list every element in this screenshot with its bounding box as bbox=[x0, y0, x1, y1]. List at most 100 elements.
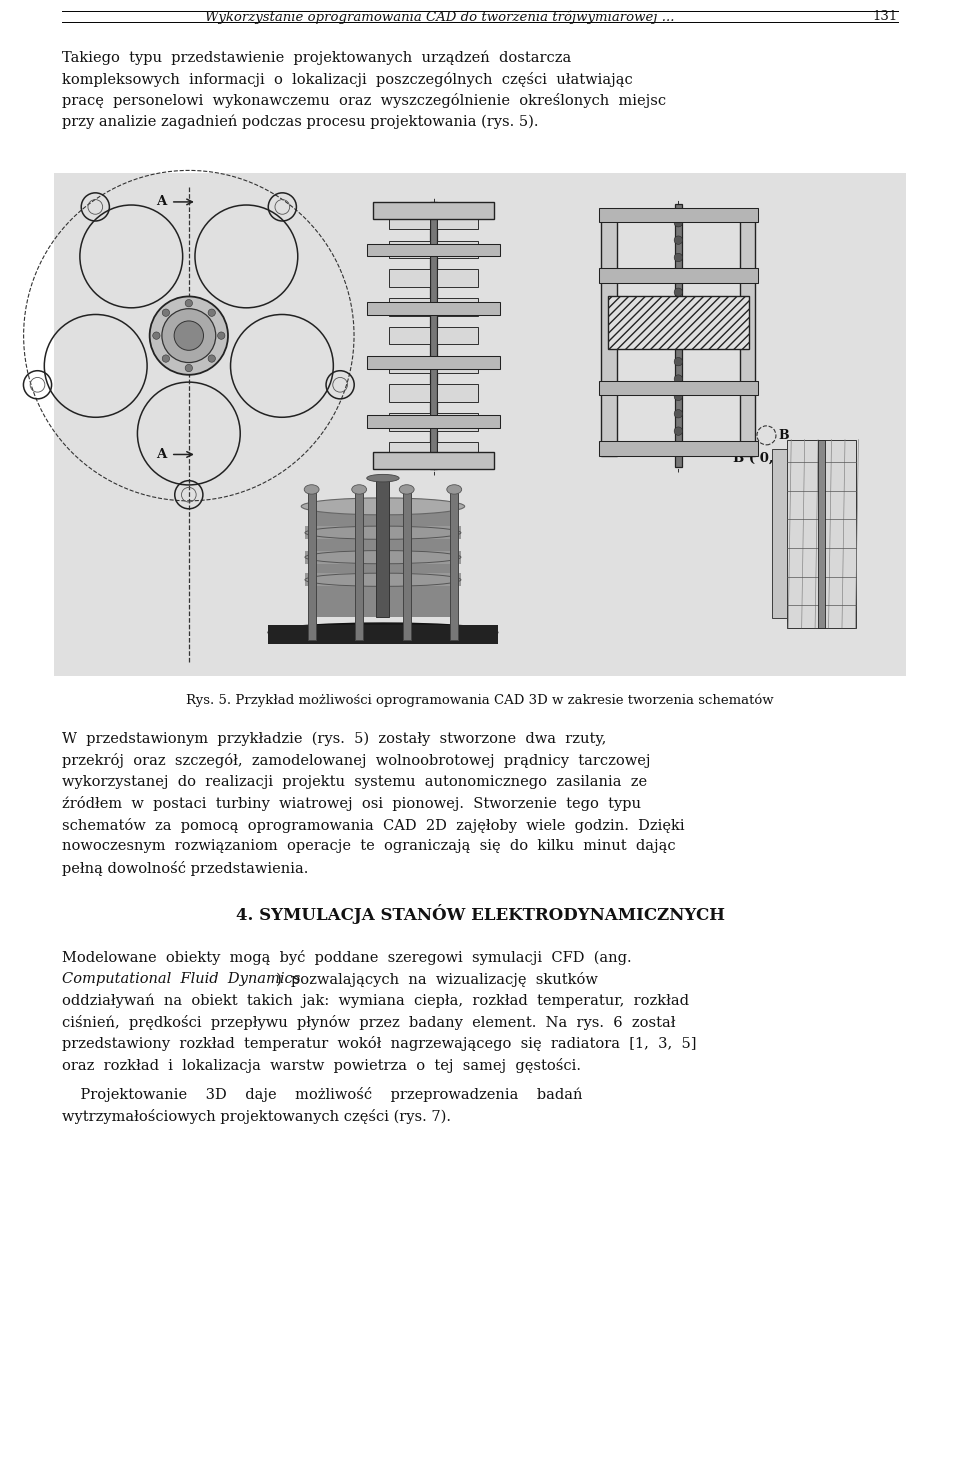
Circle shape bbox=[674, 235, 683, 244]
Bar bbox=[390, 241, 430, 258]
Bar bbox=[309, 505, 457, 617]
Circle shape bbox=[153, 332, 160, 339]
Bar bbox=[675, 204, 682, 466]
Bar bbox=[599, 268, 757, 283]
Circle shape bbox=[208, 355, 215, 363]
Bar bbox=[599, 207, 757, 222]
Text: pełną dowolność przedstawienia.: pełną dowolność przedstawienia. bbox=[62, 861, 308, 876]
Text: Modelowane  obiekty  mogą  być  poddane  szeregowi  symulacji  CFD  (ang.: Modelowane obiekty mogą być poddane szer… bbox=[62, 950, 632, 965]
Bar bbox=[368, 414, 500, 428]
Bar bbox=[390, 212, 430, 229]
Text: wytrzymałościowych projektowanych części (rys. 7).: wytrzymałościowych projektowanych części… bbox=[62, 1109, 451, 1123]
Circle shape bbox=[162, 309, 170, 317]
Text: Rys. 5. Przykład możliwości oprogramowania CAD 3D w zakresie tworzenia schematów: Rys. 5. Przykład możliwości oprogramowan… bbox=[186, 694, 774, 707]
Bar bbox=[307, 490, 316, 639]
Text: ciśnień,  prędkości  przepływu  płynów  przez  badany  element.  Na  rys.  6  zo: ciśnień, prędkości przepływu płynów prze… bbox=[62, 1015, 676, 1030]
Text: A: A bbox=[156, 448, 167, 460]
Circle shape bbox=[674, 374, 683, 383]
Bar bbox=[368, 357, 500, 369]
Bar bbox=[438, 385, 478, 401]
Circle shape bbox=[674, 305, 683, 314]
Bar bbox=[376, 477, 390, 617]
Bar bbox=[438, 212, 478, 229]
Circle shape bbox=[162, 355, 170, 363]
Bar bbox=[305, 525, 461, 539]
Circle shape bbox=[150, 296, 228, 374]
Text: pracę  personelowi  wykonawczemu  oraz  wyszczególnienie  określonych  miejsc: pracę personelowi wykonawczemu oraz wysz… bbox=[62, 93, 666, 108]
Text: oddziaływań  na  obiekt  takich  jak:  wymiana  ciepła,  rozkład  temperatur,  r: oddziaływań na obiekt takich jak: wymian… bbox=[62, 993, 689, 1008]
Bar bbox=[438, 297, 478, 315]
Bar bbox=[54, 173, 906, 676]
Text: kompleksowych  informacji  o  lokalizacji  poszczególnych  części  ułatwiając: kompleksowych informacji o lokalizacji p… bbox=[62, 71, 633, 86]
Ellipse shape bbox=[367, 475, 399, 482]
Text: przy analizie zagadnień podczas procesu projektowania (rys. 5).: przy analizie zagadnień podczas procesu … bbox=[62, 114, 539, 129]
Bar bbox=[402, 490, 411, 639]
Text: Takiego  typu  przedstawienie  projektowanych  urządzeń  dostarcza: Takiego typu przedstawienie projektowany… bbox=[62, 50, 571, 65]
Text: A: A bbox=[156, 195, 167, 209]
Bar bbox=[390, 327, 430, 345]
Text: B: B bbox=[778, 429, 788, 443]
Text: oraz  rozkład  i  lokalizacja  warstw  powietrza  o  tej  samej  gęstości.: oraz rozkład i lokalizacja warstw powiet… bbox=[62, 1058, 581, 1073]
Bar bbox=[355, 490, 363, 639]
Ellipse shape bbox=[399, 485, 414, 494]
Circle shape bbox=[218, 332, 225, 339]
Circle shape bbox=[208, 309, 215, 317]
Text: Projektowanie    3D    daje    możliwość    przeprowadzenia    badań: Projektowanie 3D daje możliwość przeprow… bbox=[62, 1088, 583, 1103]
Circle shape bbox=[674, 426, 683, 435]
Bar bbox=[601, 215, 617, 456]
Bar bbox=[608, 296, 749, 349]
Ellipse shape bbox=[268, 623, 497, 642]
Bar bbox=[390, 413, 430, 431]
Circle shape bbox=[674, 358, 683, 366]
Text: schematów  za  pomocą  oprogramowania  CAD  2D  zajęłoby  wiele  godzin.  Dzięki: schematów za pomocą oprogramowania CAD 2… bbox=[62, 818, 684, 833]
Bar bbox=[372, 201, 494, 219]
Circle shape bbox=[674, 219, 683, 226]
Circle shape bbox=[674, 340, 683, 348]
Circle shape bbox=[674, 323, 683, 332]
Ellipse shape bbox=[301, 497, 465, 515]
Bar bbox=[438, 355, 478, 373]
Bar bbox=[368, 302, 500, 315]
Bar bbox=[390, 443, 430, 459]
Bar bbox=[368, 244, 500, 256]
Bar bbox=[818, 440, 826, 628]
Circle shape bbox=[674, 253, 683, 262]
Bar bbox=[787, 440, 856, 628]
Text: źródłem  w  postaci  turbiny  wiatrowej  osi  pionowej.  Stworzenie  tego  typu: źródłem w postaci turbiny wiatrowej osi … bbox=[62, 796, 641, 811]
Circle shape bbox=[162, 309, 216, 363]
Bar bbox=[450, 490, 458, 639]
Bar bbox=[438, 413, 478, 431]
Text: wykorzystanej  do  realizacji  projektu  systemu  autonomicznego  zasilania  ze: wykorzystanej do realizacji projektu sys… bbox=[62, 776, 647, 789]
Text: )  pozwalających  na  wizualizację  skutków: ) pozwalających na wizualizację skutków bbox=[276, 972, 598, 987]
Bar bbox=[599, 380, 757, 395]
Text: Computational  Fluid  Dynamics: Computational Fluid Dynamics bbox=[62, 972, 300, 986]
Bar bbox=[438, 241, 478, 258]
Circle shape bbox=[174, 321, 204, 351]
Bar bbox=[772, 448, 787, 619]
Bar bbox=[438, 327, 478, 345]
Ellipse shape bbox=[305, 573, 461, 586]
Bar bbox=[438, 269, 478, 287]
Text: Wykorzystanie oprogramowania CAD do tworzenia trójwymiarowej ...: Wykorzystanie oprogramowania CAD do twor… bbox=[205, 10, 675, 24]
Bar bbox=[390, 297, 430, 315]
Text: W  przedstawionym  przykładzie  (rys.  5)  zostały  stworzone  dwa  rzuty,: W przedstawionym przykładzie (rys. 5) zo… bbox=[62, 731, 607, 746]
Circle shape bbox=[674, 392, 683, 401]
Circle shape bbox=[674, 410, 683, 417]
Bar bbox=[390, 385, 430, 401]
Circle shape bbox=[674, 289, 683, 296]
Ellipse shape bbox=[305, 525, 461, 539]
Bar bbox=[268, 625, 497, 644]
Bar bbox=[305, 573, 461, 586]
Circle shape bbox=[674, 271, 683, 280]
Circle shape bbox=[185, 299, 193, 306]
Text: 131: 131 bbox=[873, 10, 898, 24]
Bar bbox=[305, 551, 461, 564]
Bar bbox=[438, 443, 478, 459]
Ellipse shape bbox=[305, 551, 461, 564]
Text: nowoczesnym  rozwiązaniom  operacje  te  ograniczają  się  do  kilku  minut  daj: nowoczesnym rozwiązaniom operacje te ogr… bbox=[62, 839, 676, 854]
Ellipse shape bbox=[351, 485, 367, 494]
Ellipse shape bbox=[304, 485, 319, 494]
Bar bbox=[739, 215, 756, 456]
Text: 4. SYMULACJA STANÓW ELEKTRODYNAMICZNYCH: 4. SYMULACJA STANÓW ELEKTRODYNAMICZNYCH bbox=[235, 904, 725, 925]
Ellipse shape bbox=[446, 485, 462, 494]
